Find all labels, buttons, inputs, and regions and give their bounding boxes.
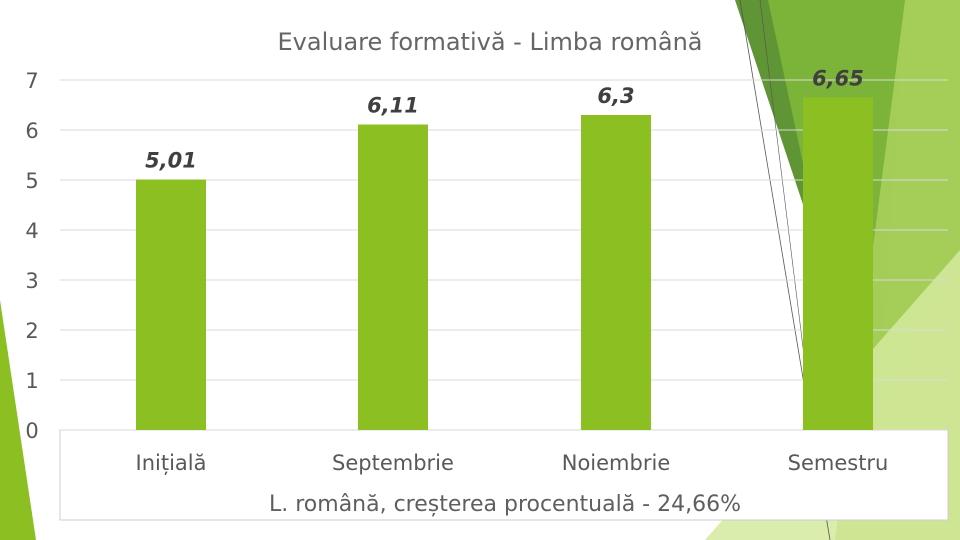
y-tick-label: 4: [25, 219, 38, 243]
data-label: 6,11: [367, 94, 419, 118]
y-tick-label: 3: [25, 269, 38, 293]
y-tick-label: 7: [25, 69, 38, 93]
x-tick-label: Semestru: [788, 451, 889, 475]
x-axis-ticks: Inițială Septembrie Noiembrie Semestru: [136, 451, 889, 475]
data-label: 6,65: [812, 67, 864, 91]
bars: [136, 97, 873, 430]
footer-note: L. română, creșterea procentuală - 24,66…: [269, 492, 741, 517]
chart-title: Evaluare formativă - Limba română: [277, 28, 703, 56]
y-tick-label: 1: [25, 369, 38, 393]
bar: [803, 97, 873, 430]
y-tick-label: 5: [25, 169, 38, 193]
y-tick-label: 0: [25, 419, 38, 443]
bar: [136, 179, 206, 430]
decor-triangle-left: [0, 300, 36, 540]
y-tick-label: 6: [25, 119, 38, 143]
data-label: 6,3: [597, 84, 634, 108]
bar: [581, 115, 651, 430]
data-labels: 5,01 6,11 6,3 6,65: [145, 67, 864, 173]
x-tick-label: Noiembrie: [562, 451, 671, 475]
x-tick-label: Inițială: [136, 451, 207, 475]
bar: [358, 124, 428, 430]
gridlines: [60, 79, 948, 431]
y-tick-label: 2: [25, 319, 38, 343]
data-label: 5,01: [145, 149, 197, 173]
x-tick-label: Septembrie: [332, 451, 454, 475]
y-axis-ticks: 0 1 2 3 4 5 6 7: [25, 69, 38, 443]
